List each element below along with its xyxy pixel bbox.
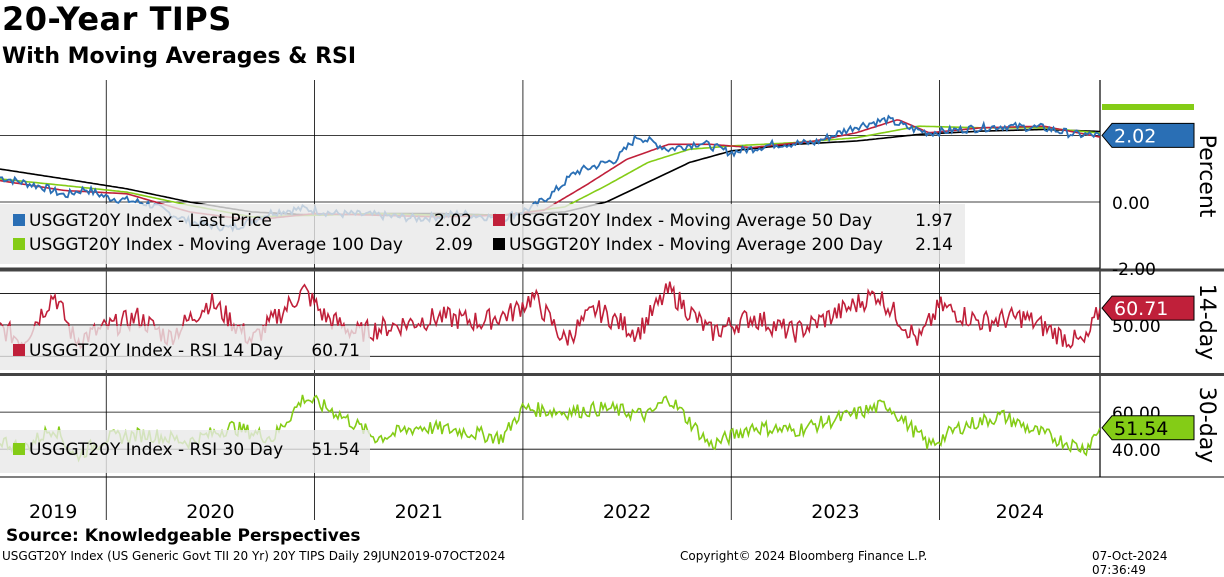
legend-ma100-value: 2.09 — [435, 235, 473, 255]
chart-title: 20-Year TIPS — [2, 0, 232, 38]
legend-rsi30-value: 51.54 — [311, 440, 360, 460]
y-axis-label-price: Percent — [1194, 135, 1219, 218]
y-axis-label-rsi14: 14-day — [1194, 284, 1219, 360]
y-axis-label-rsi30: 30-day — [1194, 387, 1219, 463]
x-tick-label: 2020 — [186, 501, 234, 523]
legend-box — [0, 326, 370, 370]
legend-ma100-swatch — [13, 238, 25, 250]
legend-ma100-label: USGGT20Y Index - Moving Average 100 Day — [29, 235, 403, 255]
panel-divider — [0, 268, 1224, 272]
series-description: USGGT20Y Index (US Generic Govt TII 20 Y… — [2, 549, 506, 563]
legend-ma50-label: USGGT20Y Index - Moving Average 50 Day — [509, 211, 872, 231]
legend-box — [0, 204, 965, 264]
x-tick-label: 2021 — [395, 501, 443, 523]
x-tick-label: 2019 — [29, 501, 77, 523]
legend-rsi14-value: 60.71 — [311, 341, 360, 361]
legend-ma50-value: 1.97 — [915, 211, 953, 231]
legend-rsi14-swatch — [13, 344, 25, 356]
ma100-tag-strip — [1102, 104, 1194, 110]
x-tick-label: 2022 — [603, 501, 651, 523]
source-note: Source: Knowledgeable Perspectives — [6, 526, 361, 546]
panel-divider — [0, 373, 1224, 376]
rsi14-tag — [1101, 295, 1195, 321]
legend-ma200-value: 2.14 — [915, 235, 953, 255]
copyright-note: Copyright© 2024 Bloomberg Finance L.P. — [680, 549, 928, 563]
legend-ma50-swatch — [493, 214, 505, 226]
last-price-tag-label: 2.02 — [1114, 125, 1156, 147]
legend-rsi30-swatch — [13, 443, 25, 455]
legend-last-price-swatch — [13, 214, 25, 226]
last-price-tag — [1101, 122, 1195, 148]
timestamp: 07-Oct-2024 07:36:49 — [1092, 549, 1168, 577]
y-tick-label: -2.00 — [1112, 260, 1156, 280]
legend-rsi14-label: USGGT20Y Index - RSI 14 Day — [29, 341, 283, 361]
legend-ma200-swatch — [493, 238, 505, 250]
legend-last-price-value: 2.02 — [434, 211, 472, 231]
rsi14-tag-label: 60.71 — [1114, 298, 1168, 320]
x-tick-label: 2023 — [811, 501, 859, 523]
rsi14-line — [0, 281, 1100, 350]
x-tick-label: 2024 — [996, 501, 1044, 523]
y-tick-label: 50.00 — [1112, 317, 1161, 337]
legend-ma200-label: USGGT20Y Index - Moving Average 200 Day — [509, 235, 883, 255]
legend-rsi30-label: USGGT20Y Index - RSI 30 Day — [29, 440, 283, 460]
rsi30-tag-label: 51.54 — [1114, 418, 1168, 440]
chart-subtitle: With Moving Averages & RSI — [2, 44, 357, 69]
rsi30-tag — [1101, 415, 1195, 441]
y-tick-label: 40.00 — [1112, 441, 1161, 461]
legend-last-price-label: USGGT20Y Index - Last Price — [29, 211, 272, 231]
ma100-line — [0, 125, 1100, 218]
y-tick-label: 0.00 — [1112, 194, 1150, 214]
legend-box — [0, 430, 370, 473]
